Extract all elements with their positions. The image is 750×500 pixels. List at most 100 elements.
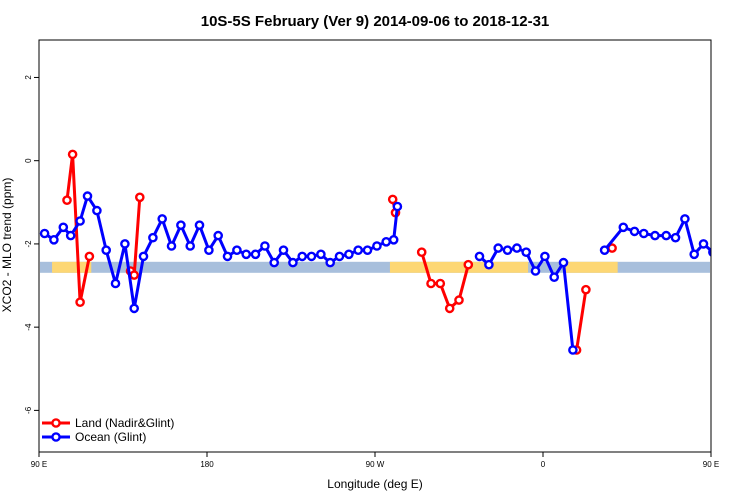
data-point — [62, 195, 72, 205]
data-point — [735, 197, 742, 204]
data-point — [629, 226, 640, 237]
y-tick-label: -6 — [24, 406, 33, 414]
data-point — [435, 278, 446, 289]
ocean-band — [40, 261, 710, 273]
data-point — [148, 232, 158, 243]
y-axis: -6 -4 -2 0 2 — [24, 75, 39, 414]
plot-area — [39, 149, 750, 355]
data-point — [260, 241, 270, 251]
data-point — [741, 151, 748, 158]
data-point — [194, 220, 205, 230]
data-point — [661, 230, 672, 241]
data-point — [521, 247, 532, 257]
data-point — [680, 214, 690, 224]
y-tick-label: 2 — [24, 75, 33, 80]
data-point — [297, 251, 308, 262]
x-tick-label: 0 — [541, 460, 546, 469]
series-line — [575, 289, 588, 351]
data-point — [134, 192, 145, 203]
data-point — [530, 266, 541, 276]
data-point — [463, 259, 474, 270]
data-point — [316, 249, 326, 260]
x-tick-label: 90 E — [31, 460, 47, 469]
data-point — [39, 228, 50, 239]
series-line — [739, 154, 750, 302]
x-tick-label: 90 E — [703, 460, 719, 469]
data-point — [362, 245, 373, 255]
data-point — [84, 251, 95, 262]
data-point — [388, 234, 399, 245]
data-point — [138, 251, 149, 262]
legend-item: Ocean (Glint) — [42, 430, 146, 444]
data-point — [737, 224, 744, 231]
data-point — [502, 245, 513, 255]
data-point — [120, 239, 130, 249]
data-point — [82, 191, 93, 201]
data-point — [416, 247, 427, 257]
data-point — [381, 236, 392, 247]
data-point — [670, 232, 681, 243]
data-point — [222, 251, 233, 262]
data-point — [67, 149, 78, 160]
data-point — [75, 297, 85, 308]
data-point — [599, 245, 610, 255]
legend-label: Land (Nadir&Glint) — [75, 416, 174, 430]
x-tick-label: 90 W — [366, 460, 385, 469]
data-point — [58, 222, 69, 233]
series-line — [420, 251, 470, 310]
data-point — [110, 278, 121, 289]
data-point — [372, 241, 382, 251]
data-point — [288, 257, 298, 268]
data-point — [444, 303, 455, 314]
surface-band — [40, 261, 710, 273]
legend-swatch-marker — [51, 432, 61, 442]
data-point — [344, 249, 354, 260]
series-line — [43, 194, 399, 310]
y-tick-label: -4 — [24, 323, 33, 331]
data-point — [101, 245, 111, 255]
data-point — [250, 249, 261, 260]
data-point — [325, 257, 336, 268]
data-point — [204, 245, 214, 255]
data-point — [392, 201, 403, 212]
y-axis-label: XCO2 - MLO trend (ppm) — [0, 178, 14, 313]
data-point — [581, 284, 591, 295]
data-point — [493, 243, 504, 253]
series-line — [65, 152, 91, 304]
data-point — [129, 270, 139, 280]
data-point — [698, 239, 709, 249]
data-point — [484, 259, 494, 270]
data-point — [241, 249, 251, 260]
land-band — [52, 261, 92, 273]
x-axis-label: Longitude (deg E) — [327, 477, 422, 491]
data-point — [454, 295, 464, 305]
data-point — [745, 232, 750, 239]
data-point — [129, 303, 139, 314]
legend-label: Ocean (Glint) — [75, 430, 146, 444]
data-point — [728, 236, 735, 243]
data-point — [474, 251, 485, 262]
data-point — [185, 241, 195, 251]
data-point — [269, 257, 280, 268]
data-point — [540, 251, 550, 262]
series-layer — [39, 149, 750, 355]
x-tick-label: 180 — [200, 460, 214, 469]
data-point — [306, 251, 317, 262]
legend: Land (Nadir&Glint)Ocean (Glint) — [42, 416, 174, 444]
data-point — [353, 245, 364, 255]
data-point — [278, 245, 289, 255]
land-band — [389, 261, 529, 273]
data-point — [618, 222, 629, 233]
data-point — [426, 278, 436, 289]
data-point — [708, 247, 711, 257]
data-point — [689, 249, 700, 260]
data-point — [512, 243, 522, 253]
data-point — [65, 230, 76, 241]
data-point — [213, 230, 223, 241]
land-band — [565, 261, 618, 273]
series-line — [603, 217, 711, 256]
data-point — [719, 230, 726, 237]
series-land — [62, 149, 750, 355]
data-point — [558, 257, 569, 268]
